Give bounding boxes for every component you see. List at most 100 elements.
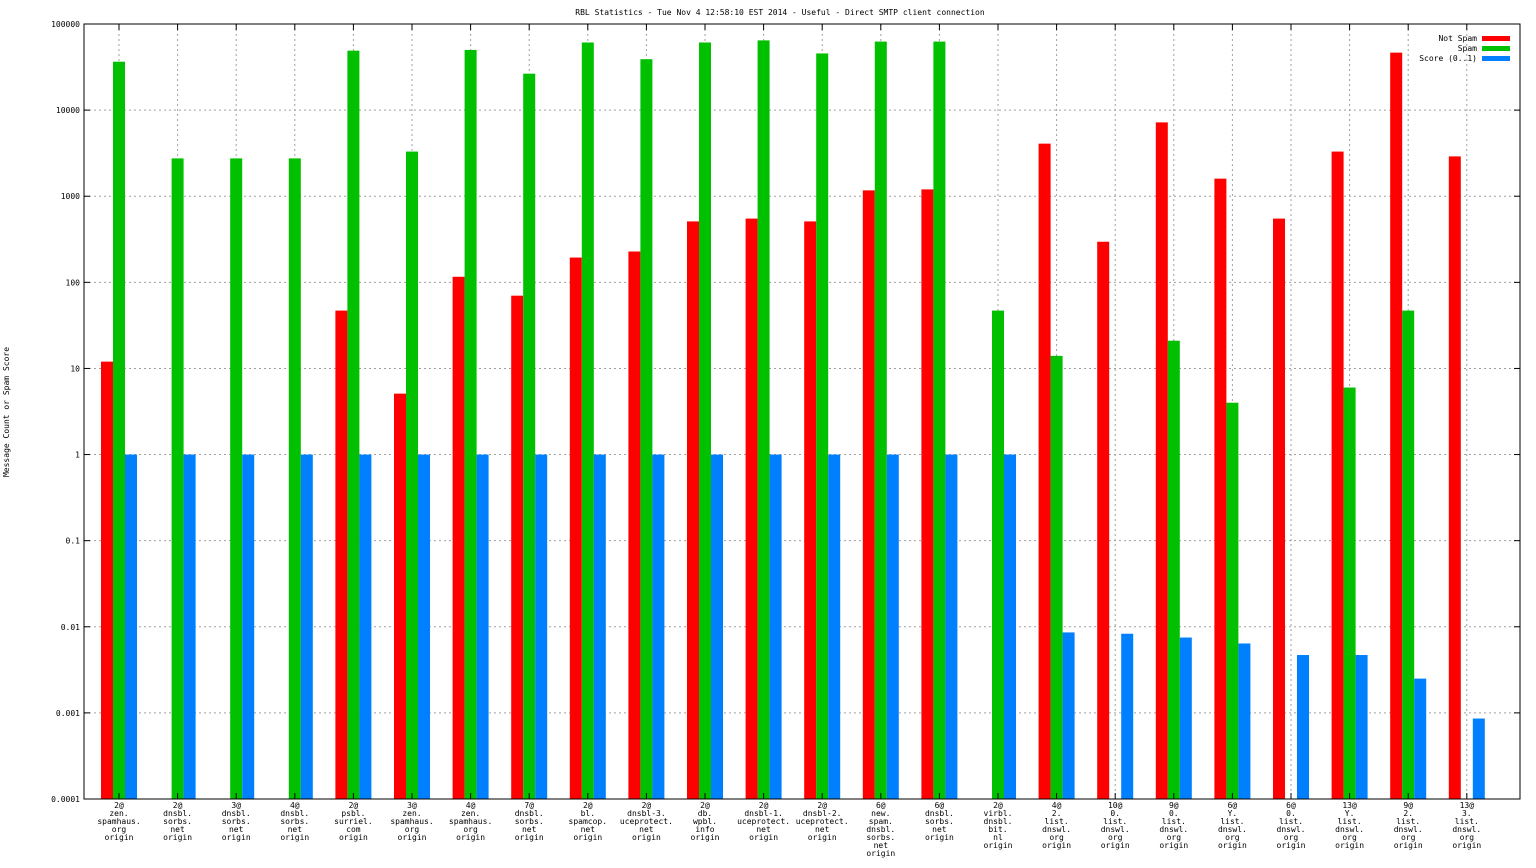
x-tick-label-line: origin xyxy=(1277,841,1306,850)
x-tick-label-line: 9@ xyxy=(1169,801,1179,810)
x-tick-label-line: psbl. xyxy=(341,809,365,818)
bar-spam xyxy=(171,158,184,799)
bar-not-spam xyxy=(1038,143,1051,800)
bar-spam xyxy=(640,59,653,800)
x-tick-label-line: db. xyxy=(698,809,712,818)
x-tick-label-line: nl xyxy=(993,833,1003,842)
bar-score-0-1 xyxy=(828,454,841,799)
y-ticks: 100000 10000 1000 100 10 1 0.1 0.01 0.001 0.0001 xyxy=(51,20,1520,804)
x-tick-label-line: origin xyxy=(808,833,837,842)
x-tick-label-line: uceprotect. xyxy=(796,817,849,826)
x-tick-label-line: 2. xyxy=(1403,809,1413,818)
bar-not-spam xyxy=(394,393,406,799)
x-tick-label-line: spam. xyxy=(869,817,893,826)
x-tick-label-line: 4@ xyxy=(1052,801,1062,810)
bar-spam xyxy=(523,73,536,800)
x-tick-label: 6@ dnsbl. sorbs. net origin xyxy=(925,801,954,842)
x-tick-label: 2@ dnsbl-2. uceprotect. net origin xyxy=(796,801,849,842)
x-tick-label-line: dnsbl. xyxy=(222,809,251,818)
y-axis-label: Message Count or Spam Score xyxy=(2,347,11,477)
x-tick-label: 2@ dnsbl-3. uceprotect. net origin xyxy=(620,801,673,842)
bar-score-0-1 xyxy=(652,454,665,799)
x-tick-label-line: dnswl. xyxy=(1042,825,1071,834)
x-tick-label-line: net xyxy=(874,841,889,850)
bar-spam xyxy=(992,310,1004,799)
bar-not-spam xyxy=(745,218,758,799)
x-tick-label-line: 2@ xyxy=(817,801,827,810)
y-tick-label: 0.0001 xyxy=(51,795,80,804)
x-tick-label-line: 6@ xyxy=(1228,801,1238,810)
x-tick-label-line: org xyxy=(1284,833,1299,842)
x-tick-label-line: 13@ xyxy=(1342,801,1357,810)
x-tick-label-line: origin xyxy=(1218,841,1247,850)
bar-score-0-1 xyxy=(1062,632,1075,799)
bar-score-0-1 xyxy=(300,454,313,799)
x-tick-label-line: origin xyxy=(280,833,309,842)
x-tick-label-line: 3@ xyxy=(231,801,241,810)
x-tick-label: 3@ dnsbl. sorbs. net origin xyxy=(222,801,251,842)
x-tick-label-line: 13@ xyxy=(1460,801,1475,810)
x-tick-label: 2@ psbl. surriel. com origin xyxy=(334,801,373,842)
bar-not-spam xyxy=(687,221,699,799)
x-tick-label-line: info xyxy=(695,825,714,834)
x-tick-label-line: dnswl. xyxy=(1277,825,1306,834)
x-tick-label: 4@ 2. list. dnswl. org origin xyxy=(1042,801,1071,850)
x-tick-label-line: 9@ xyxy=(1403,801,1413,810)
bar-score-0-1 xyxy=(535,454,548,799)
x-tick-label-line: net xyxy=(288,825,303,834)
x-tick-label-line: origin xyxy=(984,841,1013,850)
x-tick-label-line: 2@ xyxy=(349,801,359,810)
x-tick-label-line: dnsbl. xyxy=(515,809,544,818)
x-tick-label-line: bl. xyxy=(581,809,595,818)
x-tick-label-line: origin xyxy=(163,833,192,842)
x-tick-label-line: dnsbl. xyxy=(163,809,192,818)
bar-score-0-1 xyxy=(945,454,958,799)
legend-label: Not Spam xyxy=(1438,34,1477,43)
x-tick-label-line: bit. xyxy=(988,825,1007,834)
x-tick-label-line: 7@ xyxy=(524,801,534,810)
x-tick-label-line: origin xyxy=(1335,841,1364,850)
bar-not-spam xyxy=(628,251,641,799)
x-tick-label-line: 6@ xyxy=(1286,801,1296,810)
x-tick-label-line: net xyxy=(639,825,654,834)
x-tick-label-line: 3@ xyxy=(407,801,417,810)
x-tick-label-line: net xyxy=(756,825,771,834)
x-tick-label-line: net xyxy=(229,825,244,834)
bar-score-0-1 xyxy=(1355,655,1368,799)
x-tick-label-line: 10@ xyxy=(1108,801,1123,810)
x-tick-label-line: dnsbl-2. xyxy=(803,809,842,818)
x-tick-label-line: sorbs. xyxy=(515,817,544,826)
bar-spam xyxy=(1167,340,1180,799)
bar-score-0-1 xyxy=(418,454,430,799)
y-tick-label: 100 xyxy=(66,278,81,287)
bar-not-spam xyxy=(862,190,875,800)
bar-not-spam xyxy=(335,310,348,799)
x-tick-label-line: 0. xyxy=(1110,809,1120,818)
bar-not-spam xyxy=(511,295,524,799)
bar-spam xyxy=(757,40,770,799)
x-tick-label-line: net xyxy=(170,825,185,834)
y-tick-label: 0.01 xyxy=(61,623,80,632)
bar-spam xyxy=(1050,355,1063,799)
legend-label: Score (0..1) xyxy=(1419,54,1477,63)
x-tick-label-line: dnsbl. xyxy=(984,817,1013,826)
x-tick-label-line: origin xyxy=(1452,841,1481,850)
x-tick-label-line: origin xyxy=(1394,841,1423,850)
x-tick-label-line: sorbs. xyxy=(163,817,192,826)
bar-score-0-1 xyxy=(711,454,723,799)
bar-spam xyxy=(699,42,711,800)
bar-spam xyxy=(581,42,594,800)
plot-frame xyxy=(83,23,1521,800)
bar-not-spam xyxy=(1273,218,1285,799)
bar-score-0-1 xyxy=(183,454,196,799)
y-tick-label: 100000 xyxy=(51,20,80,29)
y-tick-label: 1 xyxy=(75,451,80,460)
bar-score-0-1 xyxy=(1472,718,1485,799)
x-tick-label: 2@ dnsbl. sorbs. net origin xyxy=(163,801,192,842)
x-tick-label-line: origin xyxy=(866,849,895,858)
x-tick-label-line: org xyxy=(1342,833,1357,842)
y-tick-label: 10000 xyxy=(56,106,80,115)
